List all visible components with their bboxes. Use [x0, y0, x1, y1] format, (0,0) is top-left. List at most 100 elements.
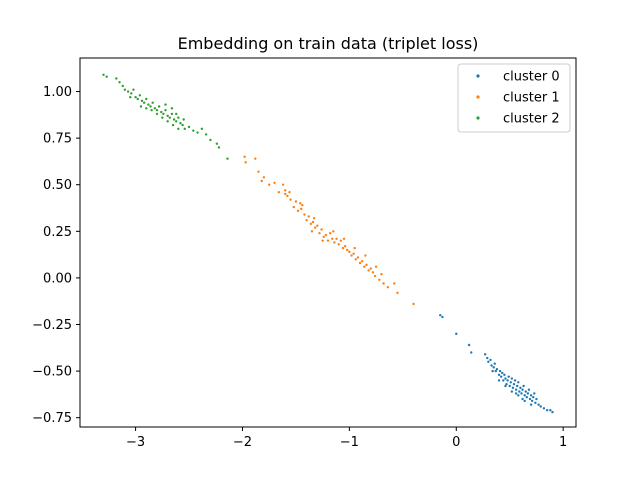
data-point — [215, 142, 219, 145]
data-point — [517, 394, 520, 397]
data-point — [170, 112, 174, 116]
data-point — [367, 269, 370, 272]
data-point — [489, 358, 492, 362]
data-point — [512, 382, 516, 386]
data-point — [483, 353, 487, 356]
data-point — [363, 265, 366, 268]
data-point — [164, 108, 167, 112]
legend-marker — [476, 116, 480, 120]
data-point — [523, 394, 526, 397]
data-point — [486, 356, 489, 360]
data-point — [126, 90, 130, 93]
data-points — [102, 73, 554, 414]
data-point — [537, 403, 540, 406]
data-point — [160, 110, 163, 114]
data-point — [497, 379, 501, 382]
data-point — [153, 107, 157, 110]
x-tick-label: −2 — [233, 435, 252, 450]
data-point — [529, 403, 533, 406]
data-point — [305, 218, 308, 222]
data-point — [289, 198, 292, 201]
data-point — [506, 379, 509, 382]
data-point — [467, 343, 471, 347]
data-point — [172, 118, 176, 121]
data-point — [168, 116, 171, 119]
data-point — [257, 170, 260, 173]
data-point — [524, 390, 527, 393]
data-point — [522, 384, 525, 388]
legend: cluster 0 cluster 1 cluster 2 — [457, 63, 571, 133]
data-point — [507, 375, 510, 378]
data-point — [166, 114, 169, 117]
data-point — [520, 392, 523, 395]
data-point — [373, 274, 377, 278]
data-point — [301, 204, 304, 207]
data-point — [310, 230, 314, 233]
data-point — [374, 265, 378, 268]
data-point — [343, 245, 347, 248]
data-point — [307, 215, 310, 218]
data-point — [346, 248, 349, 252]
x-tick-label: 1 — [559, 435, 567, 450]
data-point — [182, 118, 185, 121]
x-tick-label: −3 — [126, 435, 145, 450]
y-tick-label: 0.50 — [43, 178, 72, 193]
data-point — [542, 407, 546, 410]
data-point — [352, 252, 355, 255]
data-point — [505, 382, 508, 386]
chart-title: Embedding on train data (triplet loss) — [178, 34, 479, 53]
data-point — [333, 241, 336, 244]
data-point — [277, 190, 281, 194]
data-point — [299, 202, 302, 205]
data-point — [102, 73, 105, 76]
data-point — [504, 384, 507, 388]
data-point — [181, 123, 184, 127]
data-point — [341, 246, 345, 250]
data-point — [129, 95, 132, 99]
data-point — [262, 176, 266, 179]
series-2 — [102, 73, 229, 160]
data-point — [534, 401, 537, 404]
legend-marker — [476, 74, 480, 78]
data-point — [521, 388, 524, 391]
data-point — [380, 272, 383, 276]
y-tick-label: −0.50 — [32, 365, 72, 380]
data-point — [162, 112, 165, 116]
data-point — [533, 392, 536, 395]
data-point — [513, 379, 517, 382]
series-0 — [439, 313, 554, 414]
y-axis: −0.75 −0.50 −0.25 0.00 0.25 0.50 0.75 1.00 — [32, 85, 80, 426]
data-point — [528, 397, 532, 401]
data-point — [502, 379, 505, 382]
y-tick-label: 1.00 — [43, 85, 72, 100]
data-point — [196, 131, 199, 134]
data-point — [495, 368, 499, 371]
data-point — [523, 399, 526, 403]
data-point — [335, 237, 338, 240]
data-point — [348, 250, 351, 254]
data-point — [121, 84, 124, 88]
data-point — [514, 388, 518, 391]
data-point — [200, 127, 204, 131]
data-point — [183, 127, 186, 131]
y-tick-label: −0.75 — [32, 411, 72, 426]
data-point — [365, 263, 368, 267]
data-point — [371, 271, 375, 274]
data-point — [145, 107, 148, 110]
data-point — [378, 278, 381, 281]
data-point — [244, 161, 247, 164]
data-point — [328, 231, 332, 235]
data-point — [147, 103, 150, 106]
data-point — [354, 258, 357, 261]
data-point — [532, 395, 535, 399]
data-point — [501, 371, 504, 375]
data-point — [132, 88, 135, 91]
data-point — [294, 200, 298, 203]
data-point — [161, 116, 164, 119]
data-point — [439, 313, 442, 317]
data-point — [504, 377, 507, 380]
data-point — [115, 77, 118, 80]
y-tick-label: −0.25 — [32, 318, 72, 333]
data-point — [166, 120, 169, 123]
data-point — [288, 190, 291, 194]
